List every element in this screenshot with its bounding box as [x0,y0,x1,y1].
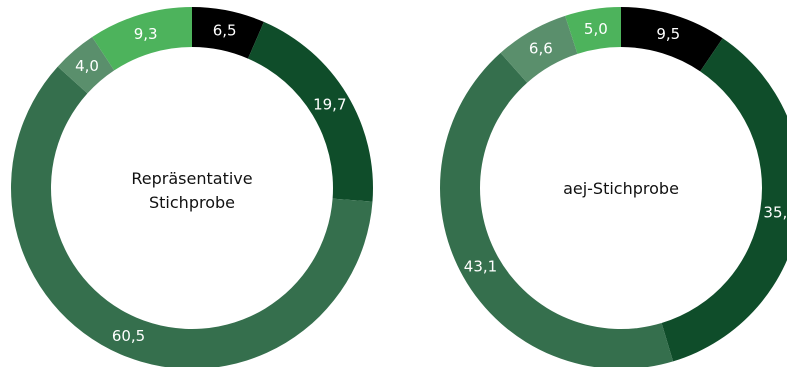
data-label: 19,7 [313,96,346,114]
data-label: 35,9 [763,203,787,221]
donut-slice [500,15,578,83]
data-label: 6,5 [213,21,237,39]
donut-chart-representative: 6,5 19,7 60,5 4,0 9,3 Repräsentative Stichpro… [11,7,373,367]
donut-slice [92,7,192,71]
donut-slice [565,7,621,54]
chart-title-aej: aej-Stichprobe [563,179,679,198]
donut-slice [192,7,264,59]
data-label: 60,5 [112,327,145,345]
chart-title-representative: Repräsentative Stichprobe [131,169,252,212]
donut-slice [57,37,115,94]
donut-slice [247,21,373,202]
data-label: 4,0 [75,57,99,75]
donut-slice [621,7,723,72]
donut-slice [661,38,787,362]
data-label: 5,0 [584,20,608,38]
donut-slice [11,66,373,367]
data-label: 43,1 [464,258,497,276]
donut-slice [440,52,674,367]
data-label: 6,6 [529,39,553,57]
data-label: 9,5 [656,25,680,43]
data-label: 9,3 [134,25,158,43]
donut-chart-aej: 9,5 35,9 43,1 6,6 5,0 aej-Stichprobe [440,7,787,367]
